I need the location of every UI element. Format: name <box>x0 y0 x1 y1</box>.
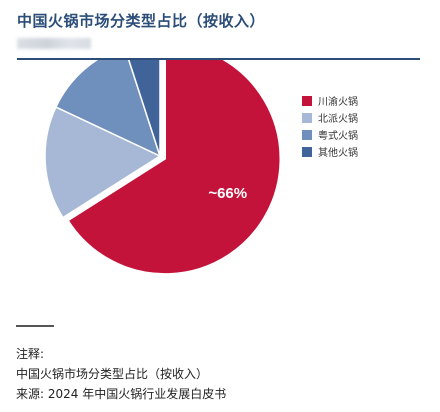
pie-slice-3 <box>128 60 161 157</box>
pie-slice-2 <box>54 60 162 158</box>
pie-slice-0 <box>67 60 281 275</box>
pie-data-label-0: ~66% <box>208 185 247 202</box>
chart-title: 中国火锅市场分类型占比（按收入） <box>17 12 266 30</box>
blurred-subtitle <box>17 38 91 49</box>
notes-block: 注释: 中国火锅市场分类型占比（按收入） 来源: 2024 年中国火锅行业发展白… <box>16 344 226 404</box>
legend-label-1: 北派火锅 <box>318 113 358 125</box>
pie-labels: ~66% <box>208 185 247 202</box>
pie-slices <box>44 60 281 275</box>
legend-label-0: 川渝火锅 <box>318 95 358 108</box>
notes-source: 来源: 2024 年中国火锅行业发展白皮书 <box>16 387 227 401</box>
legend-swatch-2 <box>302 130 312 140</box>
notes-description: 中国火锅市场分类型占比（按收入） <box>16 367 209 381</box>
legend-label-2: 粤式火锅 <box>318 129 358 142</box>
notes-divider <box>16 325 54 327</box>
notes-label: 注释: <box>16 347 45 361</box>
legend-swatch-0 <box>302 96 312 106</box>
pie-slice-1 <box>44 106 162 219</box>
legend-swatch-1 <box>302 113 312 123</box>
legend-swatch-3 <box>302 147 312 157</box>
title-divider <box>17 58 420 60</box>
legend-label-3: 其他火锅 <box>318 146 358 159</box>
